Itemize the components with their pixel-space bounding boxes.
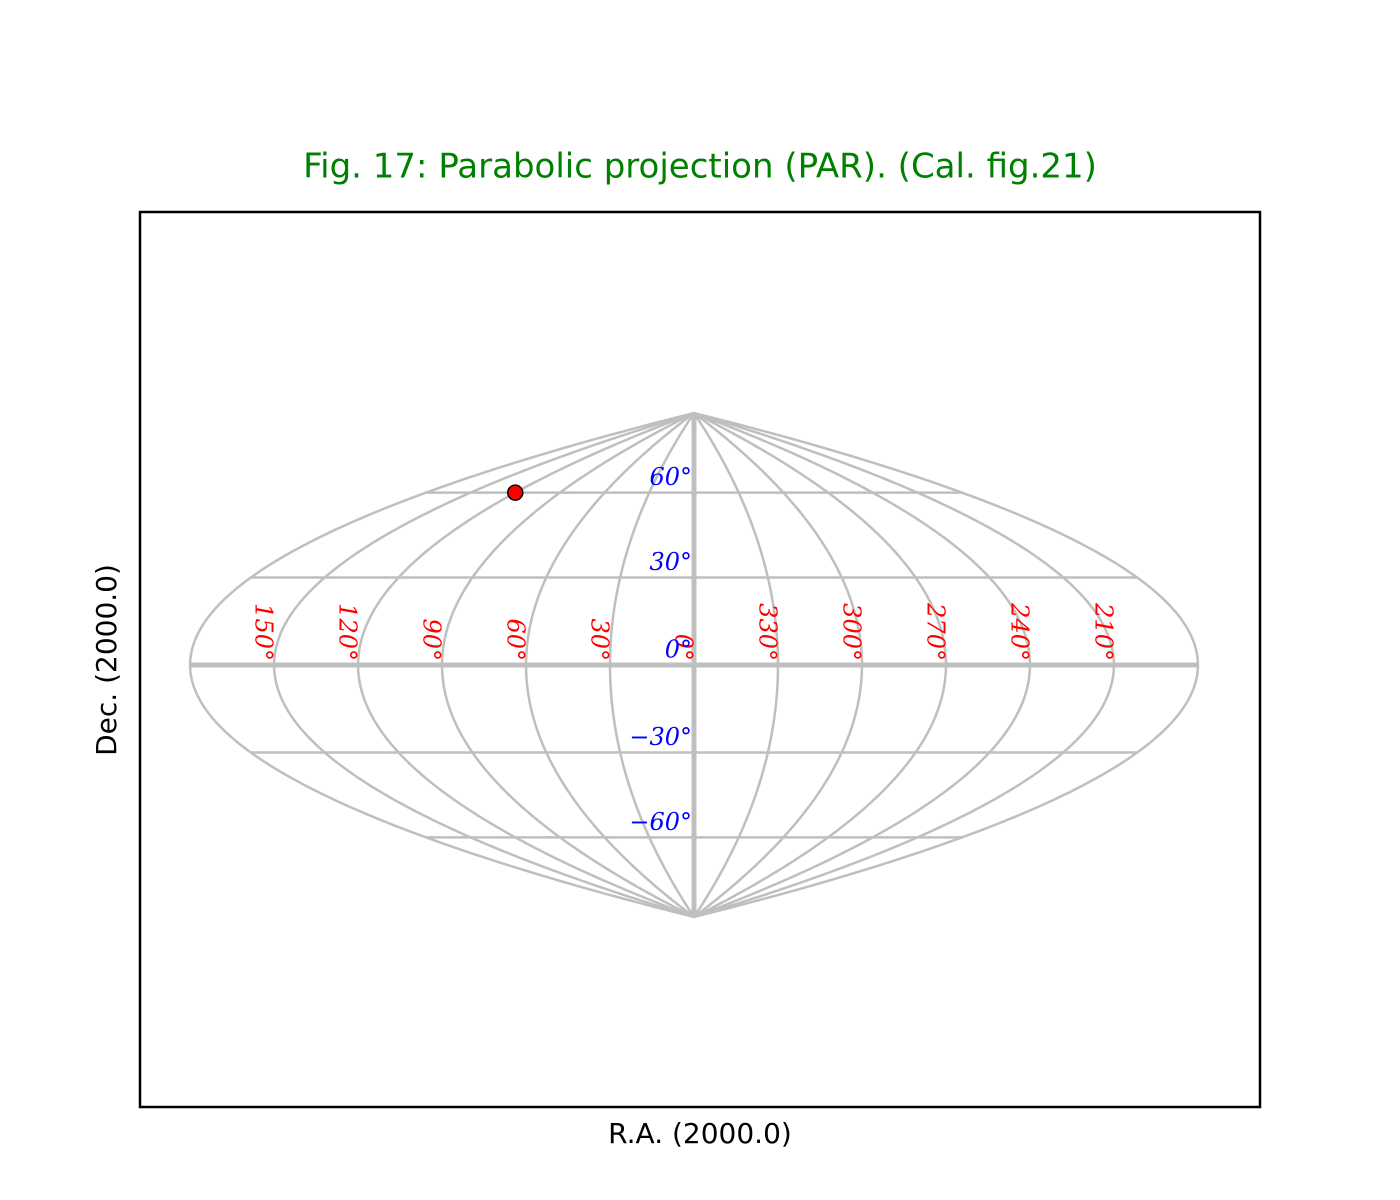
lon-label: 0°	[670, 634, 698, 661]
lon-label: 60°	[502, 618, 530, 661]
lon-label: 90°	[418, 618, 446, 661]
lon-label: 330°	[753, 603, 781, 661]
lon-label: 270°	[921, 602, 949, 661]
lat-label: −60°	[629, 808, 692, 836]
plot-frame	[138, 210, 1262, 1109]
lat-label: 60°	[649, 463, 692, 491]
x-axis-label: R.A. (2000.0)	[608, 1117, 792, 1150]
lon-label: 240°	[1005, 602, 1033, 661]
lat-label: 30°	[649, 548, 692, 576]
point-marker	[506, 484, 524, 501]
lon-label: 150°	[250, 603, 278, 661]
lon-label: 210°	[1089, 602, 1117, 661]
lon-label: 30°	[586, 618, 614, 661]
y-axis-label: Dec. (2000.0)	[90, 564, 123, 756]
chart-title: Fig. 17: Parabolic projection (PAR). (Ca…	[303, 147, 1097, 187]
lon-label: 120°	[334, 603, 362, 661]
lat-label: 0°	[665, 636, 692, 664]
lon-label: 300°	[837, 603, 865, 661]
lat-label: −30°	[629, 723, 692, 751]
